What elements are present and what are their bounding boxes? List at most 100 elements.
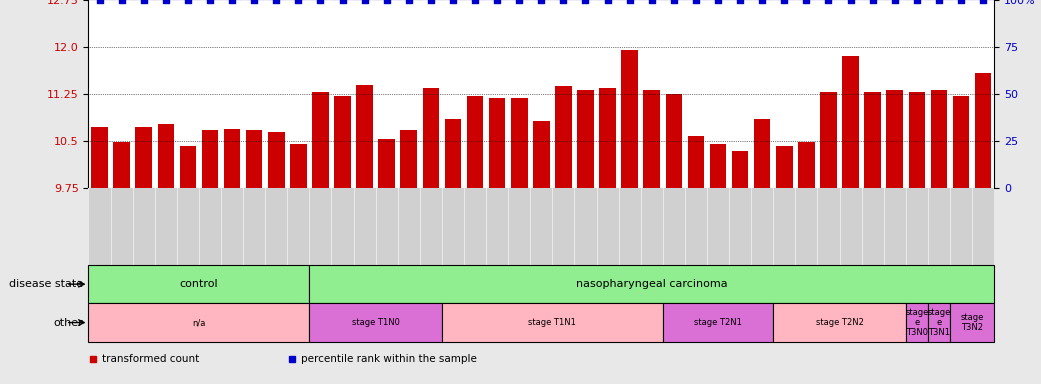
- Point: [312, 0, 329, 3]
- Bar: [773, 303, 906, 342]
- Point: [92, 0, 108, 3]
- Text: stage T1N1: stage T1N1: [529, 318, 577, 327]
- Bar: [776, 146, 792, 188]
- Point: [621, 0, 638, 3]
- Bar: [663, 303, 773, 342]
- Point: [754, 0, 770, 3]
- Point: [202, 0, 219, 3]
- Bar: [577, 90, 593, 188]
- Point: [113, 0, 130, 3]
- Point: [290, 0, 307, 3]
- Bar: [290, 144, 307, 188]
- Bar: [309, 303, 442, 342]
- Point: [710, 0, 727, 3]
- Bar: [953, 96, 969, 188]
- Bar: [401, 130, 417, 188]
- Bar: [600, 88, 616, 188]
- Text: stage
T3N2: stage T3N2: [961, 313, 984, 332]
- Bar: [906, 303, 928, 342]
- Point: [533, 0, 550, 3]
- Point: [179, 0, 196, 3]
- Bar: [88, 303, 309, 342]
- Text: transformed count: transformed count: [102, 354, 199, 364]
- Point: [732, 0, 748, 3]
- Bar: [950, 303, 994, 342]
- Bar: [202, 130, 219, 188]
- Bar: [533, 121, 550, 188]
- Point: [246, 0, 262, 3]
- Bar: [180, 146, 196, 188]
- Bar: [442, 303, 663, 342]
- Bar: [246, 130, 262, 188]
- Text: percentile rank within the sample: percentile rank within the sample: [301, 354, 477, 364]
- Bar: [445, 119, 461, 188]
- Point: [643, 0, 660, 3]
- Point: [224, 0, 240, 3]
- Point: [423, 0, 439, 3]
- Text: control: control: [180, 279, 219, 289]
- Bar: [820, 92, 837, 188]
- Point: [931, 0, 947, 3]
- Bar: [92, 127, 108, 188]
- Bar: [732, 151, 748, 188]
- Point: [820, 0, 837, 3]
- Bar: [688, 136, 704, 188]
- Bar: [643, 90, 660, 188]
- Bar: [555, 86, 572, 188]
- Bar: [113, 142, 130, 188]
- Point: [665, 0, 682, 3]
- Point: [577, 0, 593, 3]
- Text: stage T1N0: stage T1N0: [352, 318, 400, 327]
- Point: [356, 0, 373, 3]
- Bar: [621, 50, 638, 188]
- Bar: [887, 90, 903, 188]
- Bar: [931, 90, 947, 188]
- Point: [511, 0, 528, 3]
- Point: [268, 0, 284, 3]
- Point: [135, 0, 152, 3]
- Text: stage T2N2: stage T2N2: [815, 318, 863, 327]
- Bar: [309, 265, 994, 303]
- Bar: [754, 119, 770, 188]
- Bar: [312, 92, 329, 188]
- Text: stage T2N1: stage T2N1: [694, 318, 742, 327]
- Point: [555, 0, 572, 3]
- Bar: [356, 84, 373, 188]
- Bar: [511, 98, 528, 188]
- Text: n/a: n/a: [193, 318, 206, 327]
- Point: [334, 0, 351, 3]
- Bar: [334, 96, 351, 188]
- Bar: [466, 96, 483, 188]
- Bar: [710, 144, 727, 188]
- Point: [489, 0, 506, 3]
- Bar: [798, 142, 815, 188]
- Point: [864, 0, 881, 3]
- Bar: [88, 265, 309, 303]
- Point: [887, 0, 904, 3]
- Point: [688, 0, 705, 3]
- Point: [909, 0, 925, 3]
- Bar: [974, 73, 991, 188]
- Bar: [489, 98, 506, 188]
- Bar: [928, 303, 950, 342]
- Bar: [665, 94, 682, 188]
- Point: [378, 0, 395, 3]
- Bar: [379, 139, 395, 188]
- Point: [401, 0, 417, 3]
- Bar: [268, 132, 284, 188]
- Bar: [864, 92, 881, 188]
- Text: stage
e
T3N1: stage e T3N1: [928, 308, 950, 338]
- Bar: [135, 127, 152, 188]
- Point: [445, 0, 461, 3]
- Point: [974, 0, 991, 3]
- Text: nasopharyngeal carcinoma: nasopharyngeal carcinoma: [576, 279, 728, 289]
- Point: [157, 0, 174, 3]
- Point: [798, 0, 815, 3]
- Point: [953, 0, 969, 3]
- Point: [600, 0, 616, 3]
- Bar: [842, 56, 859, 188]
- Text: disease state: disease state: [9, 279, 83, 289]
- Bar: [224, 129, 240, 188]
- Bar: [157, 124, 174, 188]
- Text: stage
e
T3N0: stage e T3N0: [906, 308, 929, 338]
